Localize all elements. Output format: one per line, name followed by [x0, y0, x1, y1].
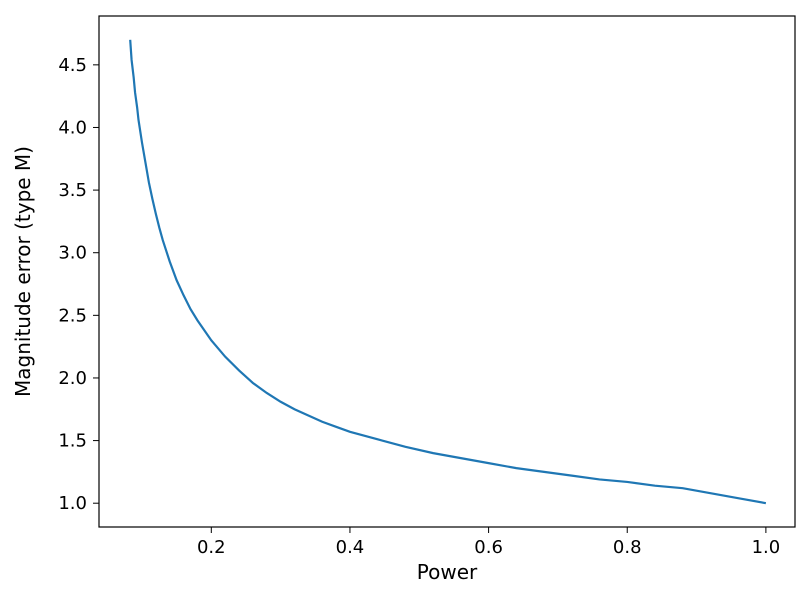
- y-tick-label: 3.0: [58, 243, 87, 264]
- y-tick-label: 1.5: [58, 431, 87, 452]
- x-tick-label: 0.4: [336, 537, 365, 558]
- x-axis-label: Power: [417, 560, 478, 584]
- x-tick-label: 0.8: [613, 537, 642, 558]
- chart-svg: 0.2 0.4 0.6 0.8 1.0 1.0 1.5 2.0 2.5 3.0 3.5 4.0 4.5 P…: [0, 0, 811, 603]
- y-tick-label: 2.5: [58, 305, 87, 326]
- x-tick-label: 0.2: [197, 537, 226, 558]
- y-tick-label: 4.0: [58, 117, 87, 138]
- y-tick-label: 3.5: [58, 180, 87, 201]
- chart-background: [0, 0, 811, 603]
- y-tick-label: 2.0: [58, 368, 87, 389]
- x-tick-label: 1.0: [752, 537, 781, 558]
- y-tick-label: 1.0: [58, 493, 87, 514]
- x-tick-label: 0.6: [474, 537, 503, 558]
- line-chart: 0.2 0.4 0.6 0.8 1.0 1.0 1.5 2.0 2.5 3.0 3.5 4.0 4.5 P…: [0, 0, 811, 603]
- y-tick-label: 4.5: [58, 55, 87, 76]
- y-axis-label: Magnitude error (type M): [11, 146, 35, 397]
